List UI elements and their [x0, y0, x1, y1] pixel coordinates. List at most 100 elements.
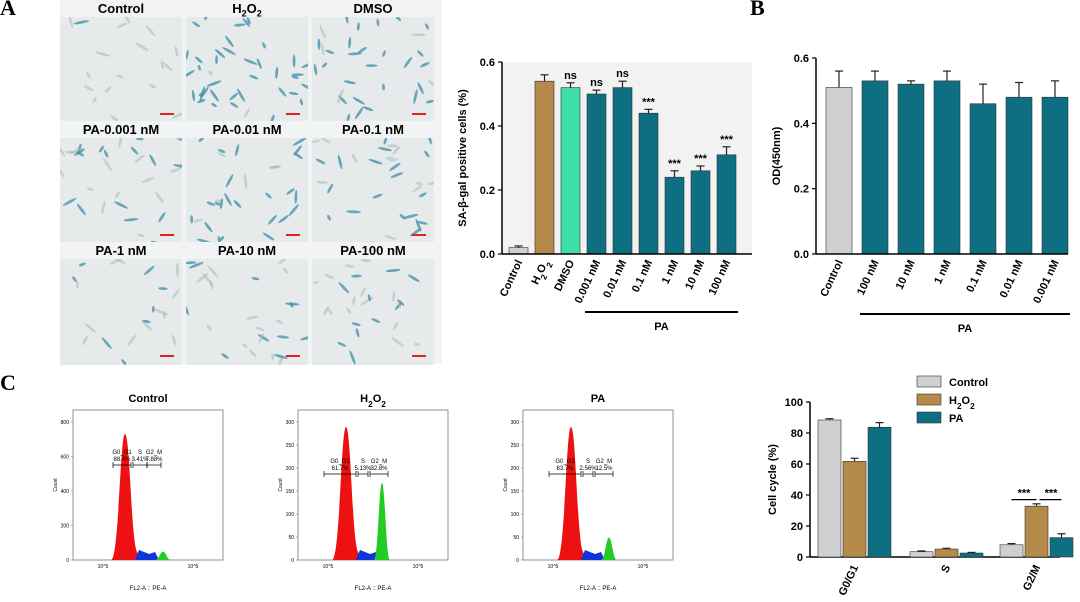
bar — [1005, 96, 1033, 255]
y-tick-label: 300 — [511, 420, 520, 426]
category-label: 10 nM — [683, 258, 707, 291]
y-tick-label: 100 — [785, 397, 803, 409]
bar — [638, 112, 659, 255]
legend-swatch — [916, 375, 942, 388]
y-tick-label: 0 — [291, 558, 294, 564]
scale-bar — [412, 113, 426, 115]
gate-percent: 83.7% — [556, 466, 574, 472]
category-label: G2/M — [1021, 563, 1043, 592]
y-tick-label: 0 — [797, 552, 803, 564]
micrograph-label: PA-0.01 nM — [186, 121, 308, 138]
stained-cells — [68, 17, 182, 122]
category-label: DMSO — [552, 258, 577, 293]
bar — [1049, 537, 1074, 558]
scale-bar — [412, 355, 426, 357]
bar — [690, 170, 711, 255]
significance-label: *** — [1045, 488, 1059, 500]
category-label: 1 nM — [932, 258, 953, 286]
gate-name: G2_M — [596, 459, 612, 465]
category-label: Control — [498, 258, 525, 299]
bar — [999, 544, 1024, 558]
y-tick-label: 0.4 — [794, 118, 810, 130]
micrograph-label: PA-0.001 nM — [60, 121, 182, 138]
flow-frame — [297, 409, 449, 561]
y-tick-label: 50 — [513, 535, 519, 541]
category-label: 0.01 nM — [601, 258, 629, 300]
y-tick-label: 300 — [286, 420, 295, 426]
bar — [1024, 505, 1049, 558]
gate-percent: 32.8% — [370, 466, 388, 472]
x-tick-label: 10^5 — [323, 564, 334, 570]
legend-label: H2O2 — [949, 395, 975, 411]
legend-label: PA — [949, 413, 964, 425]
flow-title: Control — [128, 393, 167, 405]
flow-frame — [72, 409, 224, 561]
significance-label: *** — [720, 134, 734, 146]
micrograph-label: H2O2 — [186, 0, 308, 19]
x-tick-label: 10^5 — [413, 564, 424, 570]
legend-label: Control — [949, 377, 988, 389]
bar — [825, 87, 853, 255]
micrograph-label: DMSO — [312, 0, 434, 17]
flow-title: H2O2 — [360, 393, 386, 409]
flow-title: PA — [591, 393, 606, 405]
y-axis-label: Count — [53, 478, 59, 492]
gate-percent: 12.5% — [595, 466, 613, 472]
stained-cells — [186, 259, 308, 365]
category-label: 1 nM — [660, 258, 681, 286]
stained-cells — [313, 17, 434, 122]
chart-b-viability: 0.0 0.2 0.4 0.6 OD(450nm) Control 100 nM 10 nM 1… — [771, 53, 1070, 335]
x-axis-label: FL2-A :: PE-A — [130, 586, 167, 592]
scale-bar — [286, 355, 300, 357]
stained-cells — [186, 17, 308, 123]
micrograph-grid: Control H2O2 DMSO PA-0.001 nM PA-0.01 nM PA-0… — [60, 0, 442, 365]
flow-histogram: PA 0 50 100 150 200 250 300 Count 10^5 10^5 FL2-A :… — [503, 393, 674, 592]
panel-letter-c: C — [0, 370, 16, 395]
bar — [586, 93, 607, 255]
category-label: 0.01 nM — [998, 258, 1026, 300]
x-tick-label: 10^5 — [638, 564, 649, 570]
x-tick-label: 10^5 — [548, 564, 559, 570]
y-tick-label: 400 — [61, 489, 70, 495]
bar — [933, 80, 961, 255]
category-label: 100 nM — [707, 258, 734, 297]
panel-letter-a: A — [0, 0, 16, 20]
micrograph-image — [312, 17, 434, 123]
chart-c-cell-cycle: 0 20 40 60 80 100 Cell cycle (%) G0/G1 S G2/M *** *… — [767, 375, 1074, 598]
micrograph-label: PA-0.1 nM — [312, 121, 434, 138]
g1-peak — [332, 427, 362, 560]
y-tick-label: 40 — [791, 490, 803, 502]
bar — [508, 247, 529, 255]
significance-label: ns — [564, 70, 577, 82]
y-tick-label: 0.0 — [794, 249, 809, 261]
y-tick-label: 0.2 — [794, 184, 809, 196]
category-label: 0.1 nM — [964, 258, 989, 294]
x-axis-label: FL2-A :: PE-A — [355, 586, 392, 592]
micrograph-image — [60, 17, 182, 123]
gate-percent: 2.56% — [579, 466, 597, 472]
gate-name: G2_M — [146, 450, 162, 456]
flow-histogram: H2O2 0 50 100 150 200 250 300 Count 10^5 10^5 FL2-A… — [278, 393, 449, 592]
bar — [909, 551, 934, 558]
s-phase — [356, 550, 380, 560]
flow-plot-pa: PA 0 50 100 150 200 250 300 Count 10^5 10^5 FL2-A :… — [503, 390, 725, 598]
bar — [716, 154, 737, 255]
category-label: 10 nM — [894, 258, 918, 291]
y-tick-label: 0 — [66, 558, 69, 564]
y-tick-label: 800 — [61, 420, 70, 426]
y-tick-label: 60 — [791, 459, 803, 471]
scale-bar — [160, 113, 174, 115]
category-label: 0.001 nM — [1031, 258, 1062, 305]
micrograph-image — [186, 17, 308, 123]
chart-a-senescence: 0.0 0.2 0.4 0.6 SA-β-gal positive cells (%) C… — [457, 57, 752, 333]
micrograph-image — [60, 138, 182, 244]
category-label: G0/G1 — [837, 563, 862, 597]
y-axis-label: Count — [278, 478, 284, 492]
s-phase — [581, 550, 605, 560]
group-label: PA — [958, 323, 973, 335]
gate-name: S — [138, 450, 142, 456]
panel-letter-b: B — [750, 0, 765, 20]
micrograph-image — [60, 259, 182, 365]
flow-plot-h2o2: H2O2 0 50 100 150 200 250 300 Count 10^5 10^5 FL2-A… — [278, 390, 500, 598]
scale-bar — [160, 355, 174, 357]
